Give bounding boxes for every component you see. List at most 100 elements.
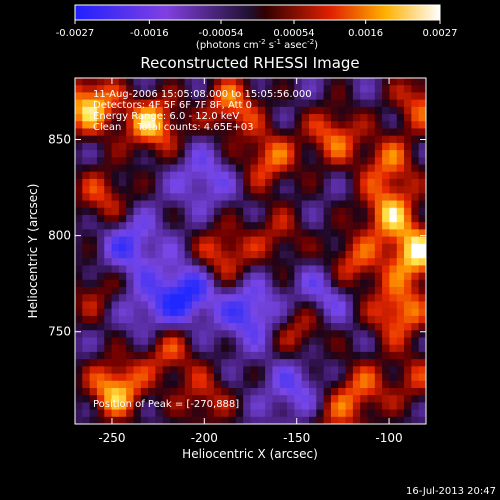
heatmap-cell (280, 338, 288, 346)
heatmap-cell (272, 323, 280, 331)
heatmap-cell (360, 366, 368, 374)
heatmap-cell (75, 410, 83, 418)
heatmap-cell (272, 208, 280, 216)
heatmap-cell (368, 143, 376, 151)
heatmap-cell (185, 309, 193, 317)
heatmap-cell (199, 338, 207, 346)
heatmap-cell (397, 186, 405, 194)
heatmap-cell (141, 388, 149, 396)
heatmap-cell (126, 309, 134, 317)
heatmap-cell (90, 172, 98, 180)
heatmap-cell (368, 114, 376, 122)
heatmap-cell (163, 258, 171, 266)
heatmap-cell (251, 359, 259, 367)
heatmap-cell (258, 201, 266, 209)
heatmap-cell (192, 366, 200, 374)
heatmap-cell (272, 402, 280, 410)
y-tick-label: 750 (48, 325, 71, 339)
heatmap-cell (368, 201, 376, 209)
heatmap-cell (112, 410, 120, 418)
heatmap-cell (294, 143, 302, 151)
heatmap-cell (353, 244, 361, 252)
heatmap-cell (272, 128, 280, 136)
heatmap-cell (397, 143, 405, 151)
heatmap-cell (382, 359, 390, 367)
heatmap-cell (141, 381, 149, 389)
heatmap-cell (389, 244, 397, 252)
heatmap-cell (126, 265, 134, 273)
heatmap-cell (251, 395, 259, 403)
heatmap-cell (126, 374, 134, 382)
heatmap-cell (170, 410, 178, 418)
heatmap-cell (397, 309, 405, 317)
heatmap-cell (331, 244, 339, 252)
heatmap-cell (346, 381, 354, 389)
heatmap-cell (294, 410, 302, 418)
heatmap-cell (389, 107, 397, 115)
heatmap-cell (221, 222, 229, 230)
heatmap-cell (229, 366, 237, 374)
heatmap-cell (272, 338, 280, 346)
heatmap-cell (411, 208, 419, 216)
heatmap-cell (126, 136, 134, 144)
heatmap-cell (302, 273, 310, 281)
heatmap-cell (280, 330, 288, 338)
heatmap-cell (258, 229, 266, 237)
heatmap-cell (243, 352, 251, 360)
heatmap-cell (397, 366, 405, 374)
heatmap-cell (90, 301, 98, 309)
heatmap-cell (90, 179, 98, 187)
heatmap-cell (75, 85, 83, 93)
heatmap-cell (134, 179, 142, 187)
heatmap-cell (243, 229, 251, 237)
heatmap-cell (346, 85, 354, 93)
heatmap-cell (155, 186, 163, 194)
heatmap-cell (90, 287, 98, 295)
heatmap-cell (294, 193, 302, 201)
heatmap-cell (170, 316, 178, 324)
heatmap-cell (75, 121, 83, 129)
heatmap-cell (382, 402, 390, 410)
heatmap-cell (375, 287, 383, 295)
heatmap-cell (316, 345, 324, 353)
heatmap-cell (294, 258, 302, 266)
heatmap-cell (104, 410, 112, 418)
heatmap-cell (280, 150, 288, 158)
heatmap-cell (185, 280, 193, 288)
heatmap-cell (272, 301, 280, 309)
heatmap-cell (192, 258, 200, 266)
heatmap-cell (148, 186, 156, 194)
heatmap-cell (360, 374, 368, 382)
heatmap-cell (287, 150, 295, 158)
heatmap-cell (375, 229, 383, 237)
heatmap-cell (207, 410, 215, 418)
heatmap-cell (382, 280, 390, 288)
heatmap-cell (316, 352, 324, 360)
heatmap-cell (134, 186, 142, 194)
heatmap-cell (346, 150, 354, 158)
heatmap-cell (316, 100, 324, 108)
heatmap-cell (353, 172, 361, 180)
heatmap-cell (353, 273, 361, 281)
heatmap-cell (346, 280, 354, 288)
heatmap-cell (221, 78, 229, 86)
heatmap-cell (346, 92, 354, 100)
heatmap-cell (163, 280, 171, 288)
heatmap-cell (185, 330, 193, 338)
heatmap-cell (324, 374, 332, 382)
heatmap-cell (324, 338, 332, 346)
heatmap-cell (353, 222, 361, 230)
heatmap-cell (192, 237, 200, 245)
heatmap-cell (148, 338, 156, 346)
heatmap-cell (368, 85, 376, 93)
heatmap-cell (192, 229, 200, 237)
heatmap-cell (316, 309, 324, 317)
heatmap-cell (346, 345, 354, 353)
heatmap-cell (419, 381, 427, 389)
heatmap-cell (360, 172, 368, 180)
heatmap-cell (411, 229, 419, 237)
heatmap-cell (397, 193, 405, 201)
heatmap-cell (170, 301, 178, 309)
heatmap-cell (104, 316, 112, 324)
heatmap-cell (221, 359, 229, 367)
